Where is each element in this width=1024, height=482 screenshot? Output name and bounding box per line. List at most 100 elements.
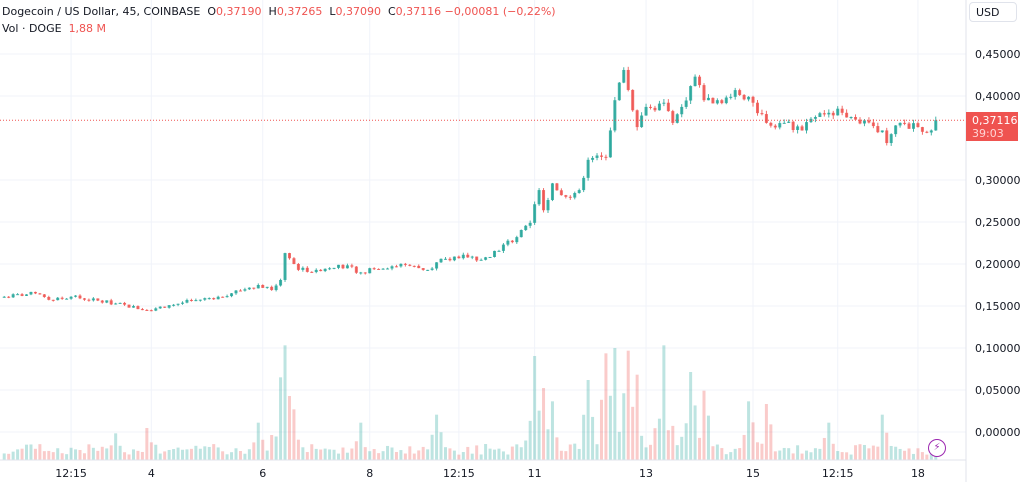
chart-legend: Dogecoin / US Dollar, 45, COINBASE O0,37…	[2, 4, 556, 38]
volume-bar	[172, 449, 176, 460]
volume-bar	[657, 418, 661, 460]
volume-bar	[813, 448, 817, 460]
candle-down	[109, 300, 113, 305]
volume-bar	[435, 414, 439, 460]
candle-up	[118, 302, 122, 304]
volume-bar	[216, 447, 220, 460]
currency-button[interactable]: USD	[969, 2, 1017, 22]
candle-up	[314, 269, 318, 273]
candle-up	[524, 225, 528, 231]
candle-down	[33, 291, 37, 294]
volume-bar	[230, 452, 234, 460]
volume-label[interactable]: Vol · DOGE	[2, 22, 62, 35]
candle-up	[805, 122, 809, 131]
volume-bar	[475, 445, 479, 460]
candle-down	[261, 285, 265, 288]
candle-up	[715, 100, 719, 104]
candle-down	[671, 111, 675, 123]
volume-bar	[689, 372, 693, 460]
candle-up	[747, 96, 751, 100]
volume-bar	[176, 447, 180, 460]
volume-bar	[403, 453, 407, 460]
candle-up	[230, 293, 234, 297]
volume-bar	[256, 422, 260, 460]
time-axis[interactable]: 12:15 4 6 8 12:15 11 13 15 12:15 18	[55, 467, 925, 480]
candle-up	[617, 82, 621, 101]
volume-bar	[114, 433, 118, 460]
candle-up	[782, 122, 786, 124]
volume-bar	[791, 453, 795, 460]
volume-bar	[7, 453, 11, 460]
price-tick-label: 0,05000	[975, 384, 1021, 397]
volume-bar	[818, 448, 822, 460]
candle-down	[350, 265, 354, 267]
candle-down	[800, 126, 804, 131]
candle-up	[207, 298, 211, 300]
candle-up	[640, 115, 644, 128]
volume-bar	[920, 452, 924, 460]
volume-bar	[11, 451, 15, 460]
candle-up	[796, 126, 800, 130]
volume-bar	[412, 453, 416, 460]
candle-down	[412, 265, 416, 267]
candle-down	[42, 294, 46, 297]
candle-down	[845, 112, 849, 118]
candle-down	[163, 306, 167, 308]
volume-bar	[118, 445, 122, 460]
candle-down	[82, 298, 86, 300]
volume-bar	[163, 451, 167, 460]
candle-down	[542, 190, 546, 211]
candle-up	[25, 294, 29, 296]
price-axis[interactable]: 0,45000 0,40000 0,30000 0,25000 0,20000 0,150…	[975, 48, 1021, 439]
volume-bar	[60, 453, 64, 460]
volume-bar	[742, 434, 746, 460]
candle-down	[47, 296, 51, 300]
candle-up	[537, 190, 541, 205]
candle-up	[862, 120, 866, 124]
volume-bar	[337, 453, 341, 460]
volume-bar	[644, 447, 648, 460]
volume-bar	[167, 449, 171, 460]
volume-bar	[198, 448, 202, 460]
candle-up	[265, 286, 269, 288]
symbol-title[interactable]: Dogecoin / US Dollar, 45, COINBASE	[2, 5, 201, 18]
volume-bar	[871, 445, 875, 460]
candle-down	[510, 240, 514, 243]
volume-bar	[29, 444, 33, 460]
volume-bar	[38, 444, 42, 460]
candle-down	[372, 268, 376, 270]
candle-down	[764, 114, 768, 123]
candle-up	[911, 123, 915, 129]
volume-bar	[519, 447, 523, 460]
volume-bar	[207, 446, 211, 460]
candle-down	[698, 76, 702, 86]
volume-bar	[831, 443, 835, 460]
volume-bar	[78, 449, 82, 460]
volume-bar	[849, 454, 853, 460]
volume-bar	[809, 452, 813, 460]
volume-bar	[33, 448, 37, 460]
candle-down	[238, 290, 242, 292]
volume-bar	[328, 449, 332, 460]
candle-down	[96, 298, 100, 301]
candle-down	[127, 304, 131, 308]
volume-bar	[96, 450, 100, 460]
price-tick-label: 0,25000	[975, 216, 1021, 229]
candle-down	[769, 122, 773, 126]
time-tick-label: 8	[366, 467, 373, 480]
candle-up	[533, 204, 537, 223]
volume-bar	[225, 454, 229, 460]
candle-down	[831, 112, 835, 116]
candle-up	[91, 298, 95, 301]
volume-bar	[524, 440, 528, 460]
volume-bar	[51, 452, 55, 460]
candle-up	[479, 259, 483, 261]
volume-bar	[706, 415, 710, 460]
lightning-icon[interactable]: ⚡	[928, 439, 946, 457]
time-tick-label: 4	[148, 467, 155, 480]
candle-down	[555, 183, 559, 191]
volume-bar	[363, 447, 367, 460]
volume-bar	[430, 434, 434, 460]
volume-bar	[91, 447, 95, 460]
